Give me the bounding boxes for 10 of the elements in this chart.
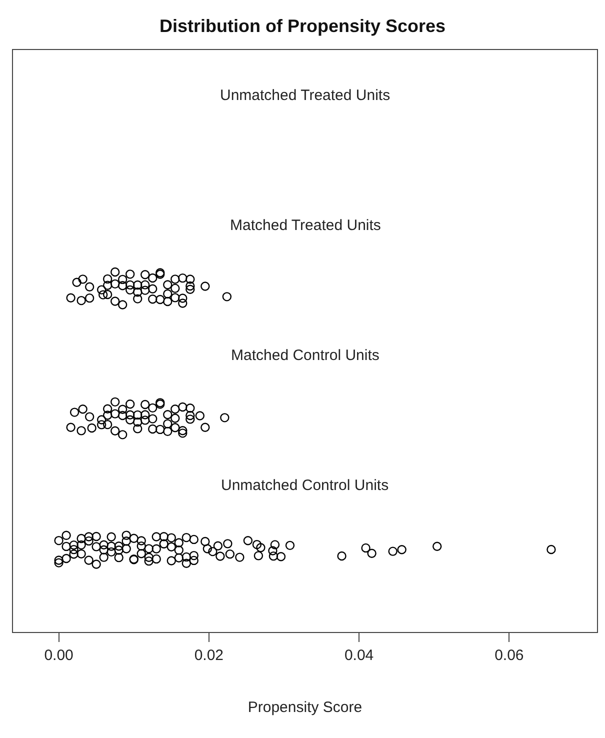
y-tick-label: Unmatched Treated Units <box>220 87 390 104</box>
x-tick-label: 0.02 <box>194 647 224 664</box>
x-tick-label: 0.04 <box>344 647 374 664</box>
x-tick-label: 0.06 <box>494 647 524 664</box>
y-tick-label: Matched Control Units <box>231 347 380 364</box>
x-tick-label: 0.00 <box>44 647 74 664</box>
chart-title: Distribution of Propensity Scores <box>159 16 446 36</box>
y-tick-label: Unmatched Control Units <box>221 477 389 494</box>
x-axis-title: Propensity Score <box>248 699 362 716</box>
y-tick-label: Matched Treated Units <box>230 217 381 234</box>
